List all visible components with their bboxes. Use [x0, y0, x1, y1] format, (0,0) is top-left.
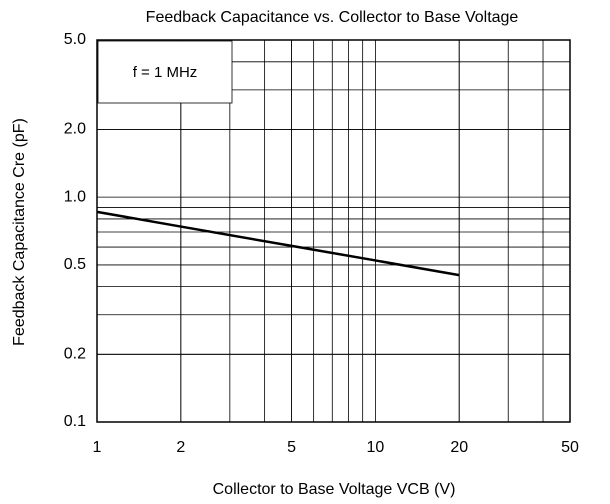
y-tick-label: 0.5 — [64, 256, 86, 273]
x-tick-label: 5 — [287, 439, 296, 456]
x-axis-label: Collector to Base Voltage VCB (V) — [213, 481, 456, 498]
y-tick-label: 5.0 — [64, 31, 86, 48]
chart-title: Feedback Capacitance vs. Collector to Ba… — [146, 9, 519, 26]
y-axis-label: Feedback Capacitance Cre (pF) — [11, 118, 28, 346]
data-line — [96, 210, 460, 277]
x-tick-label: 20 — [450, 439, 468, 456]
y-tick-label: 2.0 — [64, 121, 86, 138]
y-tick-label: 0.1 — [64, 413, 86, 430]
plot-frame — [96, 39, 571, 423]
y-tick-label: 1.0 — [64, 188, 86, 205]
x-tick-label: 1 — [93, 439, 102, 456]
annotation: f = 1 MHz — [133, 64, 198, 81]
x-tick-label: 50 — [561, 439, 579, 456]
y-tick-label: 0.2 — [64, 346, 86, 363]
x-tick-label: 2 — [176, 439, 185, 456]
annotation-box — [97, 40, 233, 104]
x-tick-label: 10 — [367, 439, 385, 456]
